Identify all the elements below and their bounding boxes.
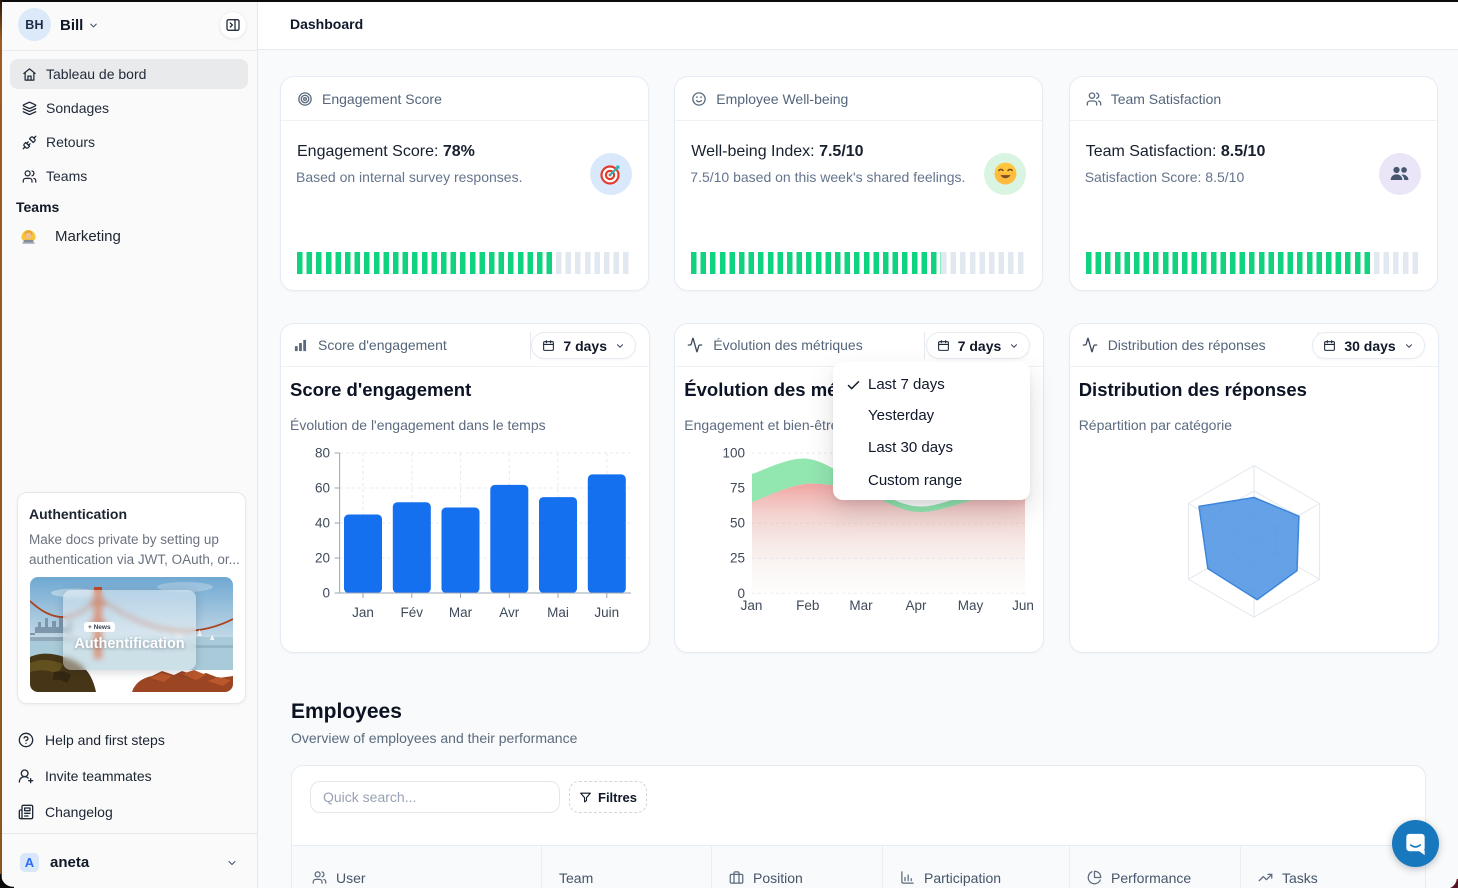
svg-text:25: 25 [730,551,745,566]
svg-text:75: 75 [730,481,745,496]
svg-text:Mar: Mar [850,598,874,613]
svg-text:Mar: Mar [449,605,473,620]
svg-text:20: 20 [315,551,330,566]
svg-text:50: 50 [730,516,745,531]
svg-text:Jan: Jan [352,605,374,620]
svg-text:May: May [958,598,984,613]
svg-text:Feb: Feb [796,598,819,613]
svg-text:60: 60 [315,481,330,496]
svg-text:Jan: Jan [741,598,763,613]
svg-text:Avr: Avr [499,605,520,620]
svg-text:Fév: Fév [401,605,424,620]
svg-text:80: 80 [315,446,330,461]
svg-text:100: 100 [723,446,746,461]
svg-text:0: 0 [738,586,746,601]
svg-text:Apr: Apr [906,598,928,613]
svg-text:0: 0 [322,586,330,601]
svg-text:Juin: Juin [594,605,619,620]
svg-text:40: 40 [315,516,330,531]
svg-text:Jun: Jun [1012,598,1034,613]
svg-text:Mai: Mai [547,605,569,620]
